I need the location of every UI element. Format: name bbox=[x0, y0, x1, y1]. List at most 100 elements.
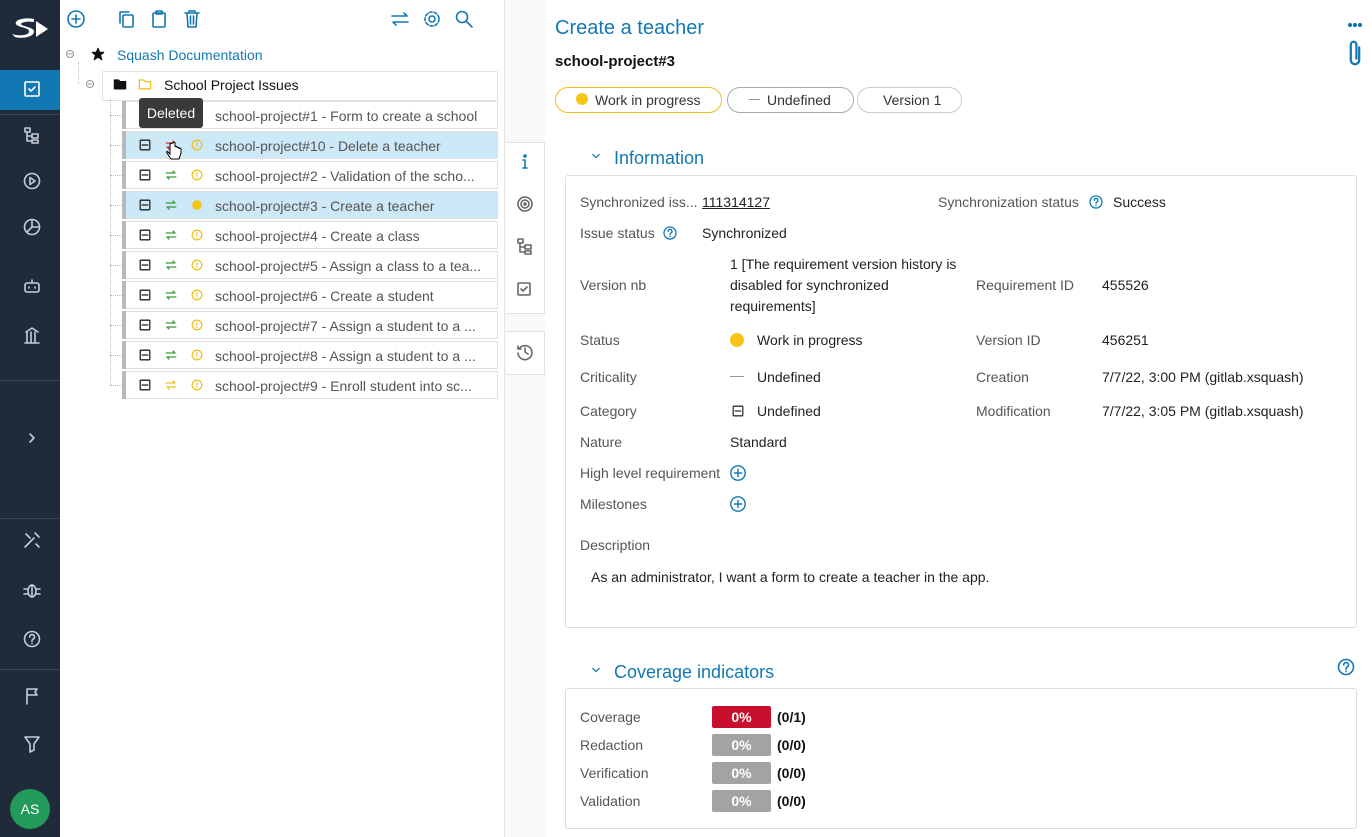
section-toggle[interactable] bbox=[588, 662, 604, 678]
coverage-badge bbox=[712, 734, 771, 756]
tree-item-label[interactable]: school-project#6 - Create a student bbox=[215, 288, 434, 304]
section-toggle[interactable] bbox=[588, 148, 604, 164]
sidebar-icon[interactable] bbox=[22, 530, 42, 550]
toolbar-button[interactable] bbox=[454, 9, 474, 29]
toolbar-button-part bbox=[119, 11, 134, 28]
sidebar-icon[interactable] bbox=[22, 428, 42, 448]
toolbar-button-part bbox=[391, 12, 409, 26]
toolbar-button[interactable] bbox=[149, 9, 169, 29]
tree-line bbox=[110, 325, 122, 327]
side-tab[interactable] bbox=[515, 279, 535, 299]
field-label: Modification bbox=[976, 403, 1051, 419]
coverage-label: Coverage bbox=[580, 709, 641, 725]
side-tab-part bbox=[524, 250, 532, 255]
sync-icon-part bbox=[165, 230, 177, 240]
add-button-part bbox=[730, 496, 746, 512]
tree-line bbox=[110, 355, 122, 357]
sidebar-icon[interactable] bbox=[22, 733, 42, 753]
add-button[interactable] bbox=[729, 495, 747, 513]
toolbar-button-part bbox=[184, 10, 200, 28]
sidebar-icon-part bbox=[28, 279, 36, 289]
tree-folder[interactable]: School Project Issues bbox=[164, 77, 299, 93]
toolbar-button-part bbox=[391, 12, 409, 26]
collapse-toggle[interactable] bbox=[83, 77, 97, 91]
tree-folder-row bbox=[102, 71, 498, 101]
requirement-icon bbox=[139, 229, 151, 241]
more-menu[interactable] bbox=[1345, 15, 1365, 35]
toolbar-button[interactable] bbox=[117, 9, 137, 29]
tree-item-label[interactable]: school-project#5 - Assign a class to a t… bbox=[215, 258, 482, 274]
toolbar-button[interactable] bbox=[182, 9, 202, 29]
sidebar-icon-part bbox=[28, 86, 36, 92]
tree-item-label[interactable]: school-project#7 - Assign a student to a… bbox=[215, 318, 476, 334]
collapse-toggle[interactable] bbox=[63, 47, 77, 61]
requirement-icon-part bbox=[139, 349, 151, 361]
tree-item-label[interactable]: school-project#4 - Create a class bbox=[215, 228, 420, 244]
chip bbox=[727, 87, 854, 113]
side-tab[interactable] bbox=[515, 152, 535, 172]
toolbar-button-part bbox=[67, 10, 85, 28]
sidebar-icon[interactable] bbox=[22, 171, 42, 191]
tree-item-bar bbox=[122, 191, 126, 219]
logo[interactable] bbox=[10, 16, 50, 40]
tree-item-label[interactable]: school-project#1 - Form to create a scho… bbox=[215, 108, 478, 124]
sync-icon bbox=[165, 380, 177, 390]
field-label: Synchronization status bbox=[938, 194, 1079, 210]
side-tab[interactable] bbox=[515, 236, 535, 256]
sidebar-icon[interactable] bbox=[22, 686, 42, 706]
tree-item-label[interactable]: school-project#9 - Enroll student into s… bbox=[215, 378, 472, 394]
sidebar-icon-part bbox=[29, 176, 36, 186]
sidebar-icon[interactable] bbox=[22, 217, 42, 237]
field-label: Milestones bbox=[580, 496, 647, 512]
sync-icon-part bbox=[165, 350, 177, 360]
sidebar-icon[interactable] bbox=[22, 79, 42, 99]
sidebar-icon[interactable] bbox=[22, 125, 42, 145]
side-tab[interactable] bbox=[515, 342, 535, 362]
sidebar-icon[interactable] bbox=[22, 276, 42, 296]
side-tab-part bbox=[517, 344, 533, 361]
tree-item-row bbox=[122, 281, 498, 309]
tree-item-bar bbox=[122, 101, 126, 129]
side-tab-part bbox=[519, 242, 526, 253]
side-tab-part bbox=[523, 154, 527, 158]
chip bbox=[857, 87, 962, 113]
sync-icon-part bbox=[165, 290, 177, 300]
field-value: Undefined bbox=[757, 403, 821, 419]
section-title: Coverage indicators bbox=[614, 662, 775, 682]
folder-icon-part bbox=[113, 79, 127, 90]
tree-item-bar bbox=[122, 311, 126, 339]
side-tab[interactable] bbox=[515, 194, 535, 214]
sync-icon bbox=[165, 320, 177, 330]
sidebar-icon[interactable] bbox=[22, 629, 42, 649]
help-icon[interactable] bbox=[662, 225, 678, 241]
sync-icon bbox=[165, 200, 177, 210]
requirement-icon-part bbox=[139, 169, 151, 181]
tree-project[interactable]: Squash Documentation bbox=[117, 47, 263, 63]
coverage-label: Validation bbox=[580, 793, 641, 809]
toolbar-button[interactable] bbox=[422, 9, 442, 29]
status-icon-part bbox=[191, 169, 203, 181]
collapse-toggle-part bbox=[65, 49, 75, 59]
sidebar-icon[interactable] bbox=[22, 326, 42, 346]
sync-icon-part bbox=[165, 170, 177, 180]
project-icon-part bbox=[91, 47, 105, 61]
tree-item-label[interactable]: school-project#8 - Assign a student to a… bbox=[215, 348, 476, 364]
tree-item-label[interactable]: school-project#2 - Validation of the sch… bbox=[215, 168, 475, 184]
sidebar-icon-part bbox=[24, 327, 40, 344]
add-button[interactable] bbox=[729, 464, 747, 482]
help-icon[interactable] bbox=[1336, 657, 1356, 677]
sync-icon bbox=[165, 260, 177, 270]
sidebar-icon-part bbox=[29, 433, 35, 443]
requirement-icon-part bbox=[139, 199, 151, 211]
tree-item-label[interactable]: school-project#10 - Delete a teacher bbox=[215, 138, 441, 154]
help-icon[interactable] bbox=[1088, 194, 1104, 210]
tree-item-label[interactable]: school-project#3 - Create a teacher bbox=[215, 198, 435, 214]
sidebar-icon-part bbox=[23, 172, 41, 190]
attachment[interactable] bbox=[1341, 39, 1369, 67]
field-value[interactable]: 111314127 bbox=[702, 194, 770, 210]
toolbar-button[interactable] bbox=[390, 9, 410, 29]
status-icon-part bbox=[191, 139, 203, 151]
toolbar-button[interactable] bbox=[66, 9, 86, 29]
sidebar-icon[interactable] bbox=[22, 581, 42, 601]
